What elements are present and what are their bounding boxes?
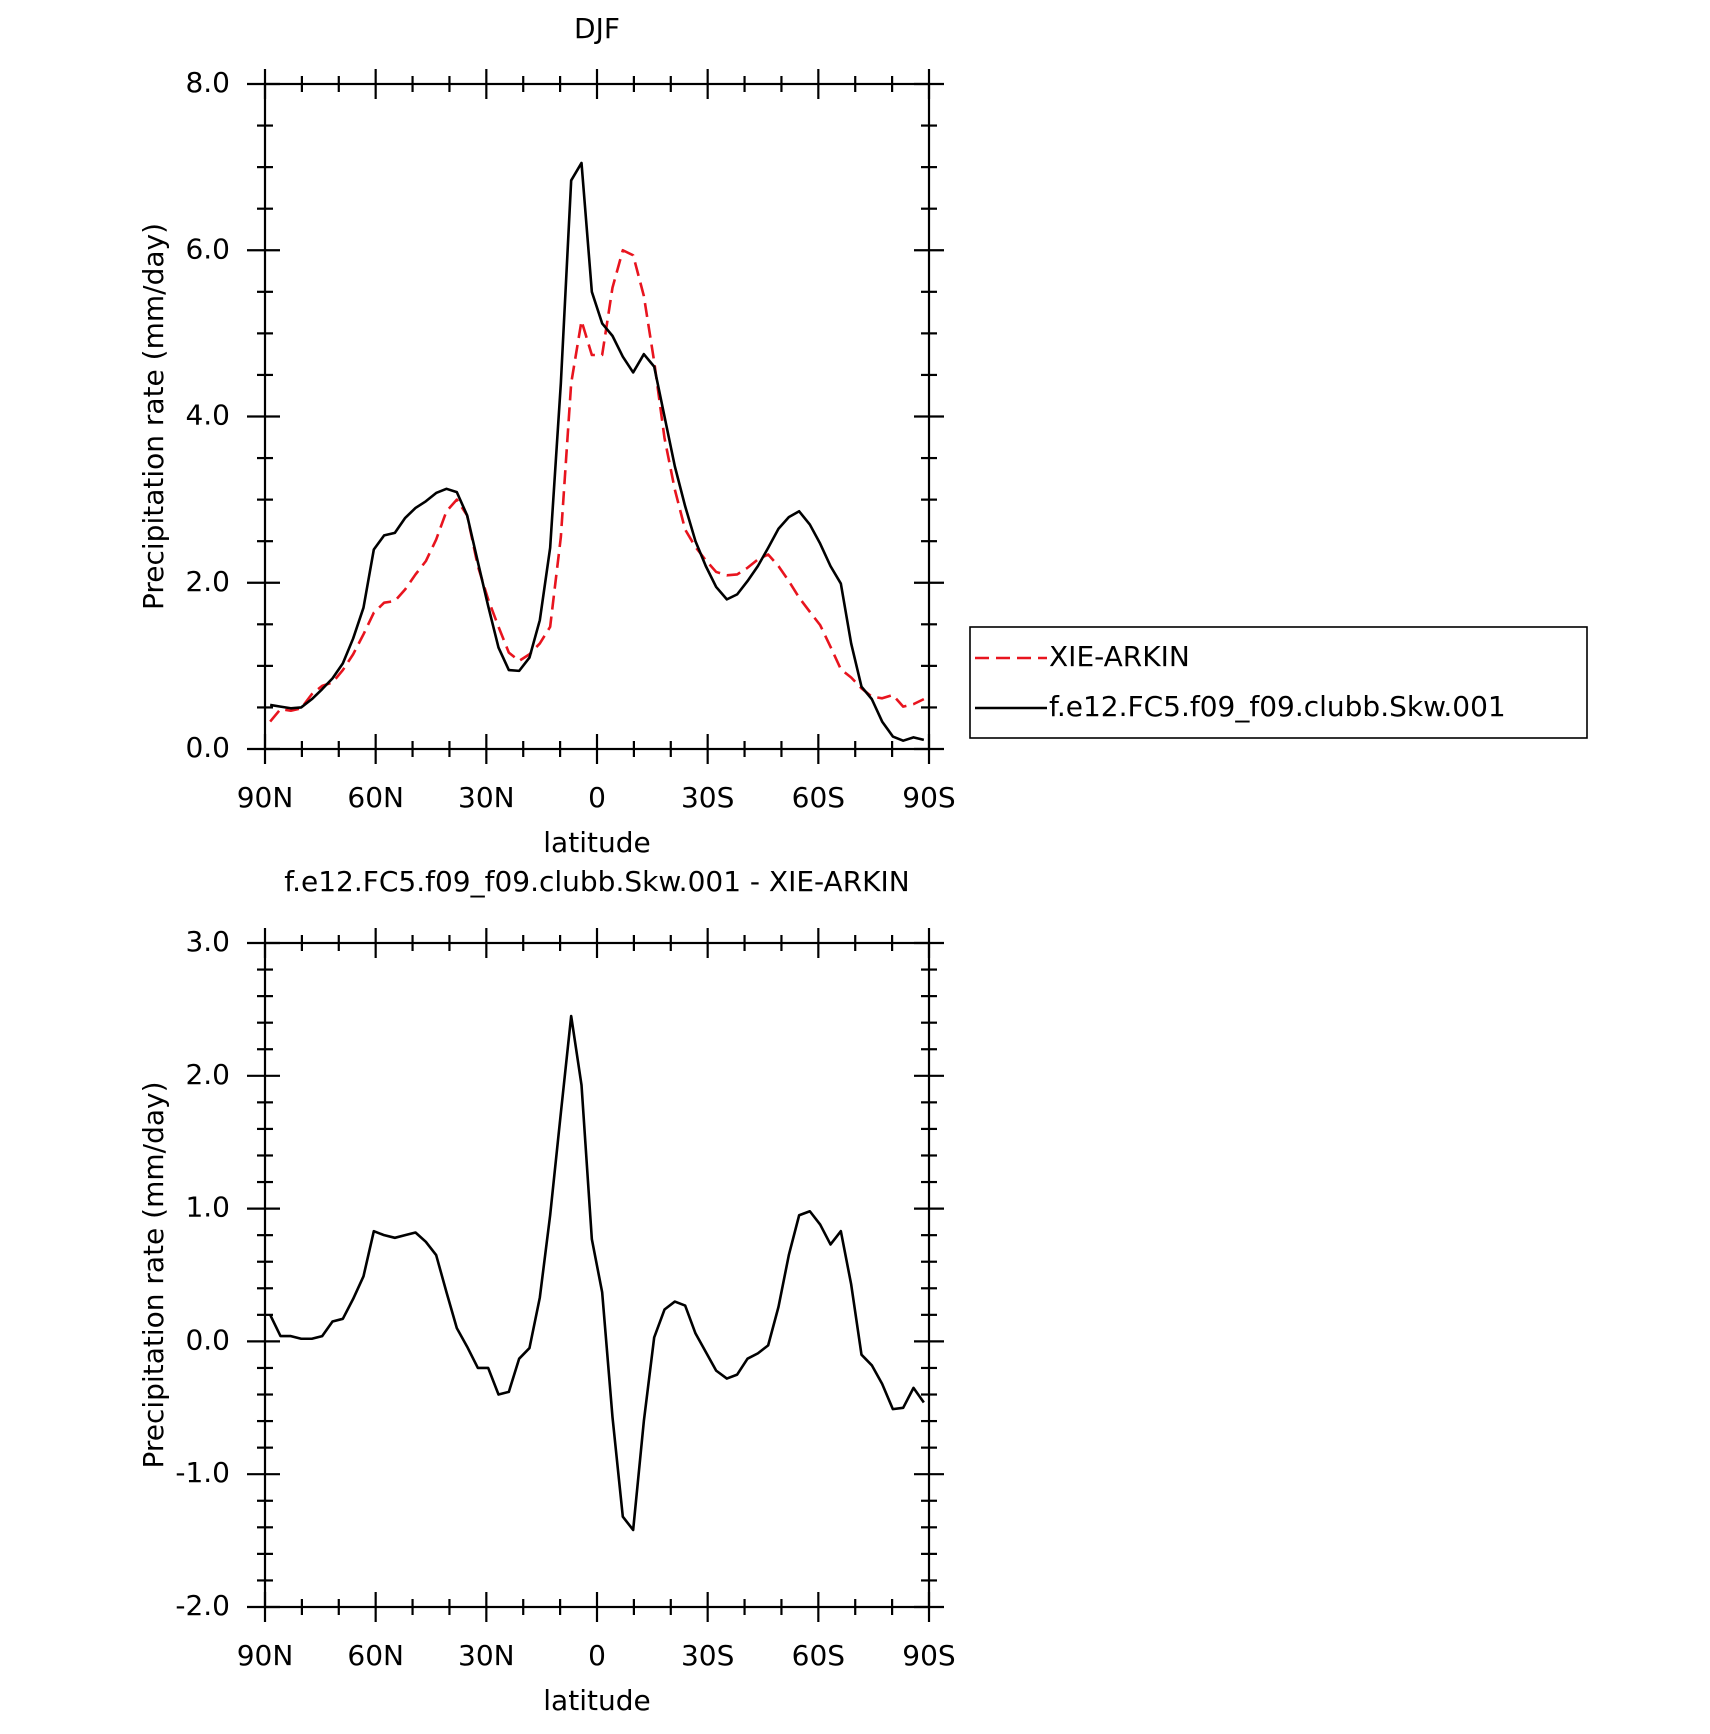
x-tick-label: 90S bbox=[902, 1639, 955, 1672]
y-tick-label: 3.0 bbox=[185, 925, 230, 958]
chart-title: DJF bbox=[574, 12, 620, 45]
y-tick-label: 8.0 bbox=[185, 66, 230, 99]
legend-label: f.e12.FC5.f09_f09.clubb.Skw.001 bbox=[1049, 690, 1506, 723]
x-tick-label: 60S bbox=[792, 1639, 845, 1672]
series-line bbox=[269, 248, 925, 723]
y-tick-label: 2.0 bbox=[185, 1058, 230, 1091]
x-tick-label: 60N bbox=[347, 1639, 404, 1672]
legend-label: XIE-ARKIN bbox=[1049, 640, 1190, 673]
y-tick-label: 1.0 bbox=[185, 1191, 230, 1224]
plot-frame bbox=[263, 82, 931, 751]
y-tick-label: 0.0 bbox=[185, 731, 230, 764]
x-tick-label: 30S bbox=[681, 1639, 734, 1672]
y-tick-label: 2.0 bbox=[185, 565, 230, 598]
y-tick-label: 0.0 bbox=[185, 1323, 230, 1356]
x-tick-label: 60S bbox=[792, 781, 845, 814]
x-tick-label: 0 bbox=[588, 1639, 606, 1672]
x-axis-label: latitude bbox=[543, 826, 650, 859]
x-tick-label: 90N bbox=[237, 781, 294, 814]
x-tick-label: 90N bbox=[237, 1639, 294, 1672]
x-tick-label: 90S bbox=[902, 781, 955, 814]
y-tick-label: 4.0 bbox=[185, 399, 230, 432]
y-axis-label: Precipitation rate (mm/day) bbox=[137, 1081, 170, 1468]
series-line bbox=[269, 161, 925, 742]
series-line bbox=[268, 1014, 925, 1532]
x-tick-label: 30N bbox=[458, 781, 515, 814]
y-tick-label: -2.0 bbox=[175, 1589, 230, 1622]
legend-box bbox=[969, 626, 1588, 739]
chart-title: f.e12.FC5.f09_f09.clubb.Skw.001 - XIE-AR… bbox=[284, 865, 909, 898]
x-axis-label: latitude bbox=[543, 1684, 650, 1717]
y-tick-label: -1.0 bbox=[175, 1456, 230, 1489]
x-tick-label: 60N bbox=[347, 781, 404, 814]
x-tick-label: 0 bbox=[588, 781, 606, 814]
y-axis-label: Precipitation rate (mm/day) bbox=[137, 223, 170, 610]
y-tick-label: 6.0 bbox=[185, 232, 230, 265]
x-tick-label: 30N bbox=[458, 1639, 515, 1672]
x-tick-label: 30S bbox=[681, 781, 734, 814]
